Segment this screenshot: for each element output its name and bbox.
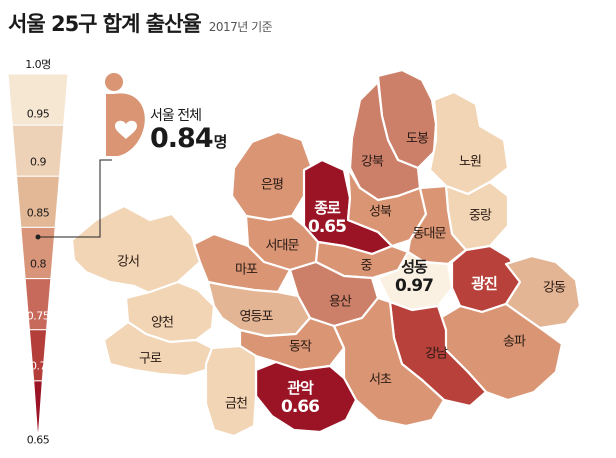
district-label-jung: 중 — [360, 255, 373, 274]
district-name: 구로 — [139, 351, 162, 367]
district-name: 강북 — [361, 154, 384, 170]
district-label-songpa: 송파 — [503, 331, 526, 350]
chart-subtitle: 2017년 기준 — [208, 20, 273, 34]
district-name: 영등포 — [239, 309, 274, 325]
district-value: 0.97 — [395, 276, 434, 296]
district-label-guro: 구로 — [139, 348, 162, 367]
scale-tick-label: 0.7 — [30, 359, 47, 373]
district-label-gwangjin: 광진 — [471, 274, 498, 294]
district-label-mapo: 마포 — [235, 259, 258, 278]
district-label-nowon: 노원 — [459, 151, 482, 170]
district-gwanak — [254, 360, 358, 434]
callout-number: 0.84 — [150, 123, 214, 154]
chart-title: 서울 25구 합계 출산율 — [8, 12, 202, 36]
callout-leader-line — [38, 159, 112, 238]
district-value: 0.65 — [308, 217, 347, 237]
district-label-yongsan: 용산 — [329, 291, 352, 310]
scale-tick-label: 0.8 — [30, 257, 47, 271]
scale-tick-label: 0.75 — [26, 309, 50, 323]
district-name: 종로 — [314, 199, 341, 217]
scale-tick-label: 1.0명 — [25, 58, 51, 71]
district-name: 관악 — [287, 379, 314, 397]
district-name: 마포 — [235, 262, 258, 278]
district-gangseo — [70, 204, 202, 298]
district-value: 0.66 — [281, 397, 320, 417]
district-name: 서초 — [369, 372, 392, 388]
district-label-gangbuk: 강북 — [361, 151, 384, 170]
scale-marker-dot — [35, 234, 41, 240]
district-name: 성북 — [369, 204, 392, 220]
scale-tick-label: 0.95 — [26, 107, 50, 121]
district-label-seodaemun: 서대문 — [265, 235, 300, 254]
district-label-gangnam: 강남 — [425, 343, 448, 362]
district-name: 송파 — [503, 334, 526, 350]
district-name: 광진 — [471, 274, 498, 293]
district-name: 성동 — [401, 258, 428, 276]
district-name: 은평 — [261, 177, 284, 193]
district-name: 노원 — [459, 154, 482, 170]
callout-unit: 명 — [213, 133, 228, 151]
district-name: 동대문 — [412, 226, 447, 242]
mother-with-heart-icon — [105, 73, 145, 156]
title-row: 서울 25구 합계 출산율 2017년 기준 — [8, 8, 273, 38]
district-label-dongdaemun: 동대문 — [412, 223, 447, 242]
callout-value: 0.84명 — [150, 123, 228, 154]
district-name: 용산 — [329, 294, 352, 310]
district-label-yangcheon: 양천 — [151, 312, 174, 331]
district-label-gangdong: 강동 — [543, 277, 566, 296]
scale-tick-label: 0.9 — [30, 155, 47, 169]
callout-label: 서울 전체 — [150, 108, 202, 124]
district-label-gwanak: 관악 0.66 — [281, 379, 320, 417]
scale-band — [33, 380, 43, 433]
district-label-dobong: 도봉 — [406, 128, 429, 147]
district-label-dongjak: 동작 — [289, 336, 312, 355]
district-label-jongno: 종로 0.65 — [308, 199, 347, 237]
district-name: 강남 — [425, 346, 448, 362]
district-label-seongbuk: 성북 — [369, 201, 392, 220]
district-label-seongdong: 성동 0.97 — [395, 258, 434, 296]
district-label-jungnang: 중랑 — [469, 205, 492, 224]
district-name: 금천 — [225, 396, 248, 412]
district-label-geumcheon: 금천 — [225, 393, 248, 412]
scale-tick-label: 0.65 — [26, 433, 50, 447]
district-name: 양천 — [151, 315, 174, 331]
district-label-yeongdeungpo: 영등포 — [239, 306, 274, 325]
district-label-eunpyeong: 은평 — [261, 174, 284, 193]
scale-tick-label: 0.85 — [26, 206, 50, 220]
district-name: 동작 — [289, 339, 312, 355]
district-name: 서대문 — [265, 238, 300, 254]
district-label-seocho: 서초 — [369, 369, 392, 388]
district-name: 중랑 — [469, 208, 492, 224]
district-name: 강서 — [117, 254, 140, 270]
district-name: 중 — [360, 258, 373, 274]
district-name: 도봉 — [406, 131, 429, 147]
district-label-gangseo: 강서 — [117, 251, 140, 270]
district-gangdong — [504, 254, 582, 330]
district-geumcheon — [204, 344, 258, 438]
district-name: 강동 — [543, 280, 566, 296]
